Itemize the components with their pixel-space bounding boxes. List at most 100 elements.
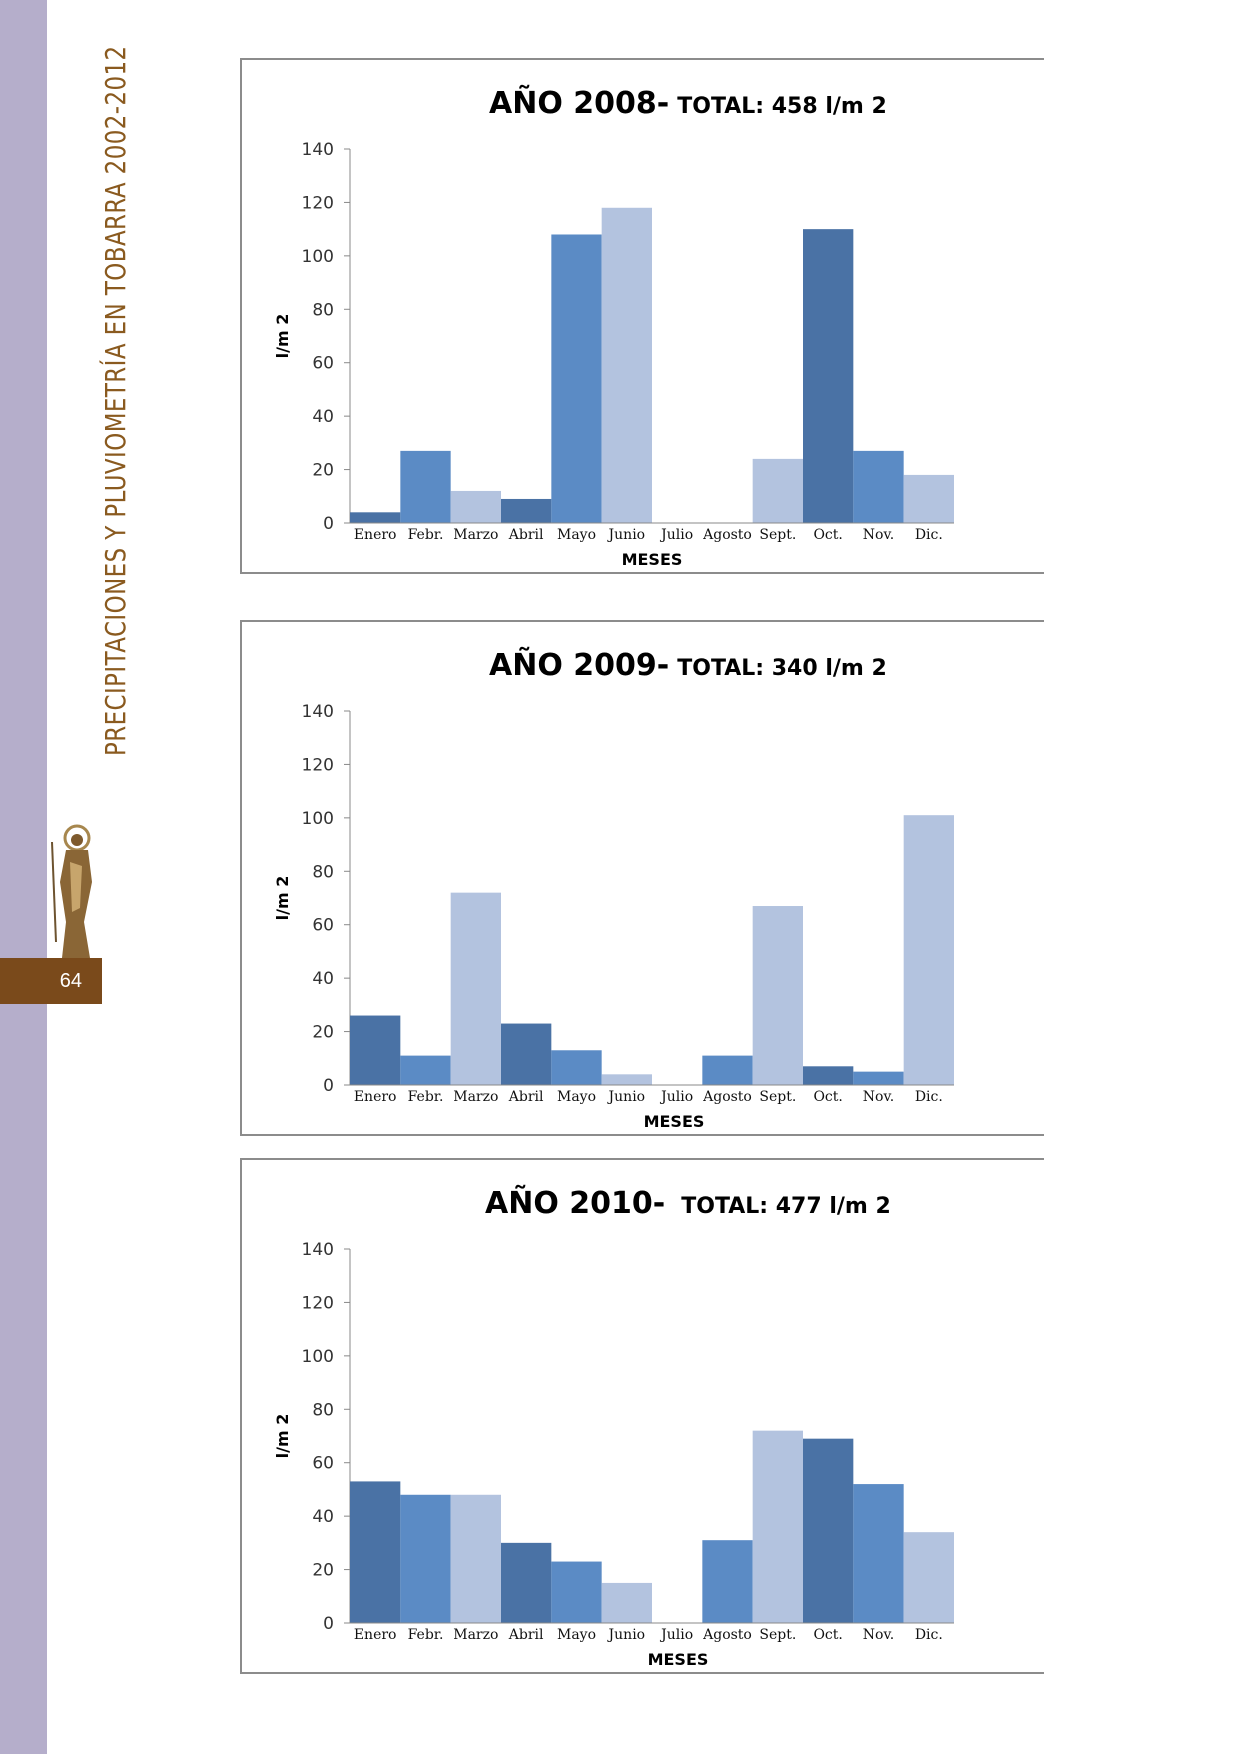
bar-enero <box>350 1015 401 1085</box>
y-tick-label: 100 <box>302 247 334 267</box>
x-tick-label: Enero <box>354 527 397 543</box>
x-tick-label: Mayo <box>557 1089 596 1105</box>
y-tick-label: 120 <box>302 193 334 213</box>
bar-marzo <box>450 1494 501 1623</box>
y-tick-label: 60 <box>312 354 334 374</box>
chart-panel-2009: AÑO 2009- TOTAL: 340 l/m 2 l/m 2 MESES 0 2… <box>240 620 1044 1136</box>
bar-mayo <box>551 234 602 523</box>
sidebar-strip <box>0 0 47 1754</box>
bar-enero <box>350 1481 401 1623</box>
x-tick-label: Nov. <box>863 1089 894 1105</box>
x-tick-label: Abril <box>508 527 544 543</box>
bar-oct <box>803 1438 854 1623</box>
bar-sept <box>752 1430 803 1623</box>
bar-nov <box>853 450 904 523</box>
bar-sept <box>752 458 803 523</box>
y-tick-label: 120 <box>302 1293 334 1313</box>
x-tick-label: Julio <box>659 527 693 543</box>
x-tick-label: Dic. <box>915 527 943 543</box>
bar-nov <box>853 1071 904 1085</box>
y-tick-label: 20 <box>312 1561 334 1581</box>
x-tick-label: Dic. <box>915 1089 943 1105</box>
page-number: 64 <box>0 958 102 1004</box>
chart-title: AÑO 2008- TOTAL: 458 l/m 2 <box>489 84 887 121</box>
x-tick-label: Febr. <box>408 1627 444 1643</box>
y-axis-label: l/m 2 <box>273 876 292 921</box>
y-tick-label: 140 <box>302 1240 334 1260</box>
y-tick-label: 60 <box>312 916 334 936</box>
y-tick-label: 20 <box>312 1023 334 1043</box>
y-axis-label: l/m 2 <box>273 1414 292 1459</box>
bar-febr <box>400 1494 451 1623</box>
y-axis-label: l/m 2 <box>273 314 292 359</box>
x-tick-label: Sept. <box>759 527 796 543</box>
y-tick-label: 80 <box>312 862 334 882</box>
bar-agosto <box>702 1055 753 1085</box>
y-tick-label: 40 <box>312 1507 334 1527</box>
x-tick-label: Dic. <box>915 1627 943 1643</box>
x-axis-label: MESES <box>644 1112 705 1131</box>
x-tick-label: Junio <box>607 1627 646 1643</box>
bar-abril <box>501 1023 552 1085</box>
bar-oct <box>803 1066 854 1085</box>
chart-panel-2010: AÑO 2010- TOTAL: 477 l/m 2 l/m 2 MESES 0 2… <box>240 1158 1044 1674</box>
x-tick-label: Agosto <box>702 1089 752 1105</box>
y-tick-label: 120 <box>302 755 334 775</box>
x-axis-label: MESES <box>648 1650 709 1669</box>
x-tick-label: Marzo <box>453 1627 498 1643</box>
y-tick-label: 0 <box>323 514 334 534</box>
y-tick-label: 60 <box>312 1454 334 1474</box>
x-tick-label: Julio <box>659 1627 693 1643</box>
bar-mayo <box>551 1050 602 1085</box>
bar-marzo <box>450 490 501 523</box>
x-axis-label: MESES <box>622 550 683 569</box>
x-tick-label: Oct. <box>813 527 842 543</box>
rainfall-chart-2010: AÑO 2010- TOTAL: 477 l/m 2 l/m 2 MESES 0 2… <box>273 1184 954 1669</box>
rainfall-chart-2009: AÑO 2009- TOTAL: 340 l/m 2 l/m 2 MESES 0 2… <box>273 646 954 1131</box>
x-tick-label: Junio <box>607 1089 646 1105</box>
document-vertical-title: PRECIPITACIONES Y PLUVIOMETRÍA EN TOBARR… <box>99 45 132 757</box>
x-tick-label: Mayo <box>557 1627 596 1643</box>
x-tick-label: Marzo <box>453 527 498 543</box>
bar-dic <box>903 474 954 523</box>
bar-abril <box>501 498 552 523</box>
x-tick-label: Enero <box>354 1089 397 1105</box>
x-tick-label: Enero <box>354 1627 397 1643</box>
bar-enero <box>350 512 401 523</box>
x-tick-label: Nov. <box>863 527 894 543</box>
saint-statue-icon <box>51 824 92 958</box>
x-tick-label: Sept. <box>759 1627 796 1643</box>
x-tick-label: Febr. <box>408 527 444 543</box>
y-tick-label: 40 <box>312 407 334 427</box>
x-tick-label: Febr. <box>408 1089 444 1105</box>
y-tick-label: 100 <box>302 809 334 829</box>
bar-febr <box>400 1055 451 1085</box>
x-tick-label: Nov. <box>863 1627 894 1643</box>
y-tick-label: 20 <box>312 461 334 481</box>
x-tick-label: Marzo <box>453 1089 498 1105</box>
chart-title: AÑO 2010- TOTAL: 477 l/m 2 <box>485 1184 891 1221</box>
x-tick-label: Oct. <box>813 1089 842 1105</box>
x-tick-label: Abril <box>508 1089 544 1105</box>
bar-junio <box>601 1074 652 1085</box>
bar-junio <box>601 207 652 523</box>
bar-dic <box>903 815 954 1085</box>
y-tick-label: 140 <box>302 702 334 722</box>
y-tick-label: 40 <box>312 969 334 989</box>
bar-abril <box>501 1542 552 1623</box>
bar-dic <box>903 1532 954 1623</box>
bar-mayo <box>551 1561 602 1623</box>
x-tick-label: Abril <box>508 1627 544 1643</box>
x-tick-label: Junio <box>607 527 646 543</box>
y-tick-label: 0 <box>323 1076 334 1096</box>
chart-title: AÑO 2009- TOTAL: 340 l/m 2 <box>489 646 887 683</box>
x-tick-label: Agosto <box>702 527 752 543</box>
bar-sept <box>752 906 803 1085</box>
bar-nov <box>853 1484 904 1623</box>
y-tick-label: 80 <box>312 1400 334 1420</box>
bar-febr <box>400 450 451 523</box>
bar-oct <box>803 229 854 523</box>
y-tick-label: 140 <box>302 140 334 160</box>
rainfall-chart-2008: AÑO 2008- TOTAL: 458 l/m 2 l/m 2 MESES 0 2… <box>273 84 954 569</box>
y-tick-label: 0 <box>323 1614 334 1634</box>
